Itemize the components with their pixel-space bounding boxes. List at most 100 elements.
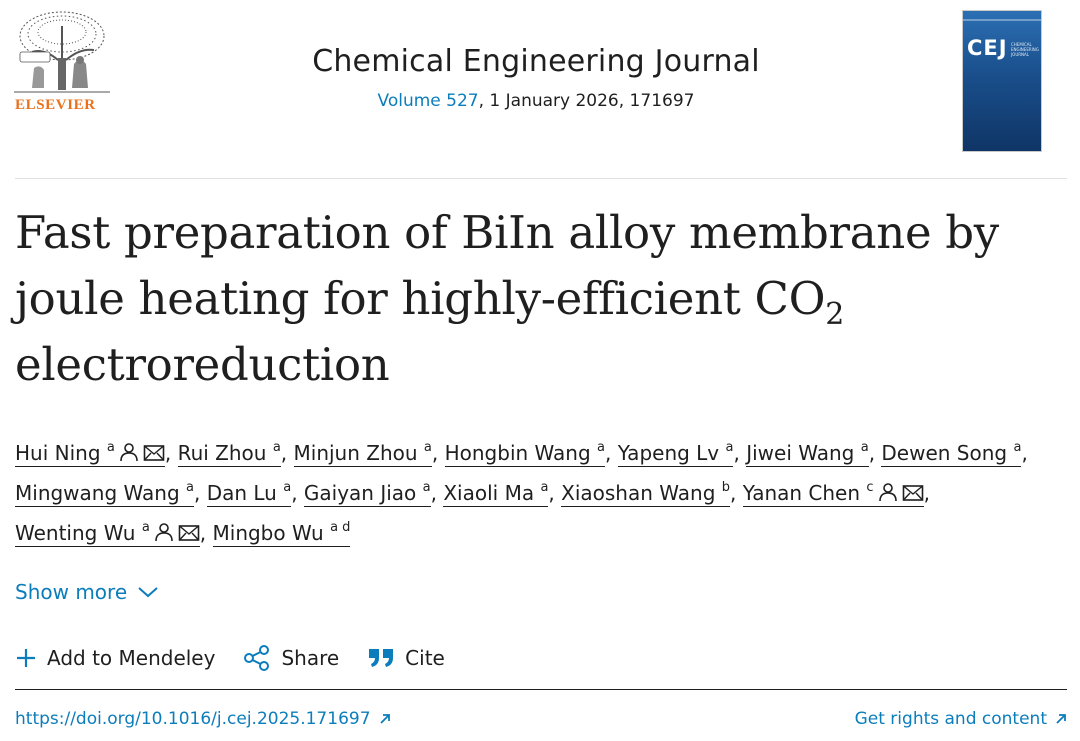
author-name-underline: Dewen Song a [881, 440, 1022, 467]
author-list: Hui Ning a, Rui Zhou a, Minjun Zhou a, H… [15, 434, 1065, 554]
elsevier-tree-icon [14, 8, 110, 96]
author-name-underline: Hongbin Wang a [444, 440, 605, 467]
author-name-underline: Mingwang Wang a [15, 481, 194, 507]
author-name-underline: Wenting Wu a [15, 521, 200, 547]
author-link[interactable]: Jiwei Wang a [746, 440, 869, 467]
author-link[interactable]: Dewen Song a [881, 440, 1022, 467]
author-name: Rui Zhou [177, 441, 267, 465]
author-link[interactable]: Gaiyan Jiao a [303, 480, 431, 507]
author-separator: , [193, 481, 207, 505]
author-link[interactable]: Hongbin Wang a [444, 440, 605, 467]
author-name-underline: Dan Lu a [206, 481, 292, 507]
article-actions: Add to Mendeley Share Cite [15, 644, 473, 672]
author-separator: , [291, 481, 304, 505]
author-separator: , [548, 481, 562, 505]
external-link-arrow-icon [1056, 714, 1066, 724]
person-icon [878, 476, 898, 514]
author-name-underline: Yapeng Lv a [617, 441, 734, 467]
journal-title-link[interactable]: Chemical Engineering Journal [312, 44, 760, 79]
author-name: Mingwang Wang [15, 481, 180, 505]
email-icon [178, 516, 200, 554]
elsevier-logo[interactable] [14, 8, 110, 96]
show-more-button[interactable]: Show more [15, 580, 159, 604]
author-name: Yanan Chen [742, 481, 861, 505]
author-name: Hongbin Wang [444, 441, 591, 465]
author-separator: , [1021, 441, 1028, 465]
person-icon [119, 436, 139, 474]
rights-text: Get rights and content [854, 709, 1047, 729]
cover-abbr: CEJ [967, 36, 1008, 60]
journal-cover-thumbnail[interactable]: CEJ CHEMICAL ENGINEERING JOURNAL [962, 10, 1042, 152]
author-name-underline: Jiwei Wang a [746, 440, 869, 467]
author-link[interactable]: Dan Lu a [206, 481, 292, 507]
author-name-underline: Hui Ning a [15, 441, 165, 467]
volume-link[interactable]: Volume 527 [377, 91, 479, 111]
author-link[interactable]: Mingbo Wu a d [212, 521, 351, 547]
author-separator: , [605, 441, 618, 465]
author-affiliation: b [721, 480, 731, 495]
author-name-underline: Mingbo Wu a d [212, 521, 351, 547]
email-icon [902, 476, 924, 514]
author-name: Hui Ning [15, 441, 101, 465]
show-more-label: Show more [15, 580, 128, 604]
cover-stripe [963, 19, 1041, 21]
author-name: Dewen Song [881, 441, 1008, 465]
author-name: Xiaoshan Wang [561, 481, 716, 505]
journal-header: Chemical Engineering Journal Volume 527,… [0, 44, 1072, 111]
author-affiliation: a [422, 480, 431, 495]
author-affiliation: a [423, 440, 432, 455]
author-separator: , [730, 481, 743, 505]
author-link[interactable]: Hui Ning a [15, 441, 165, 467]
cite-label: Cite [405, 646, 445, 670]
quote-icon [369, 649, 394, 667]
share-button[interactable]: Share [243, 644, 339, 672]
author-name-underline: Yanan Chen c [742, 480, 924, 507]
header-divider [15, 178, 1067, 179]
title-end: electroreduction [15, 338, 390, 391]
author-link[interactable]: Rui Zhou a [177, 440, 281, 467]
author-link[interactable]: Yanan Chen c [742, 480, 924, 507]
author-separator: , [164, 441, 178, 465]
elsevier-wordmark: ELSEVIER [15, 97, 96, 113]
cite-button[interactable]: Cite [367, 646, 445, 670]
email-icon [143, 436, 165, 474]
author-affiliation: a [1013, 440, 1022, 455]
get-rights-link[interactable]: Get rights and content [855, 709, 1067, 729]
author-link[interactable]: Minjun Zhou a [293, 440, 432, 467]
author-name-underline: Xiaoshan Wang b [561, 480, 731, 507]
author-affiliation: c [866, 480, 874, 495]
plus-icon [17, 649, 35, 667]
author-link[interactable]: Mingwang Wang a [15, 481, 194, 507]
author-name-underline: Xiaoli Ma a [443, 481, 549, 507]
cover-subtitle: CHEMICAL ENGINEERING JOURNAL [1011, 42, 1039, 57]
author-name: Dan Lu [206, 481, 277, 505]
author-name: Mingbo Wu [212, 521, 324, 545]
author-name: Xiaoli Ma [443, 481, 535, 505]
author-link[interactable]: Xiaoli Ma a [443, 481, 549, 507]
author-affiliation: a [186, 480, 194, 495]
author-affiliation: a [860, 440, 869, 455]
title-subscript: 2 [825, 297, 845, 332]
author-separator: , [431, 441, 445, 465]
author-name: Jiwei Wang [746, 441, 855, 465]
author-name: Yapeng Lv [617, 441, 720, 465]
author-separator: , [733, 441, 747, 465]
author-affiliation: a [597, 440, 605, 455]
author-link[interactable]: Wenting Wu a [15, 521, 200, 547]
author-name-underline: Minjun Zhou a [293, 440, 432, 467]
add-to-mendeley-button[interactable]: Add to Mendeley [15, 646, 215, 670]
share-icon [244, 645, 270, 671]
author-link[interactable]: Xiaoshan Wang b [561, 480, 731, 507]
share-label: Share [281, 646, 340, 670]
author-affiliation: a [272, 440, 281, 455]
author-name: Gaiyan Jiao [303, 481, 417, 505]
author-affiliation: a [106, 440, 115, 455]
mendeley-label: Add to Mendeley [47, 646, 216, 670]
author-name: Wenting Wu [15, 521, 136, 545]
author-separator: , [199, 521, 213, 545]
author-separator: , [923, 481, 930, 505]
author-link[interactable]: Yapeng Lv a [617, 441, 734, 467]
doi-link[interactable]: https://doi.org/10.1016/j.cej.2025.17169… [15, 709, 391, 729]
author-separator: , [430, 481, 444, 505]
external-link-arrow-icon [379, 714, 390, 724]
